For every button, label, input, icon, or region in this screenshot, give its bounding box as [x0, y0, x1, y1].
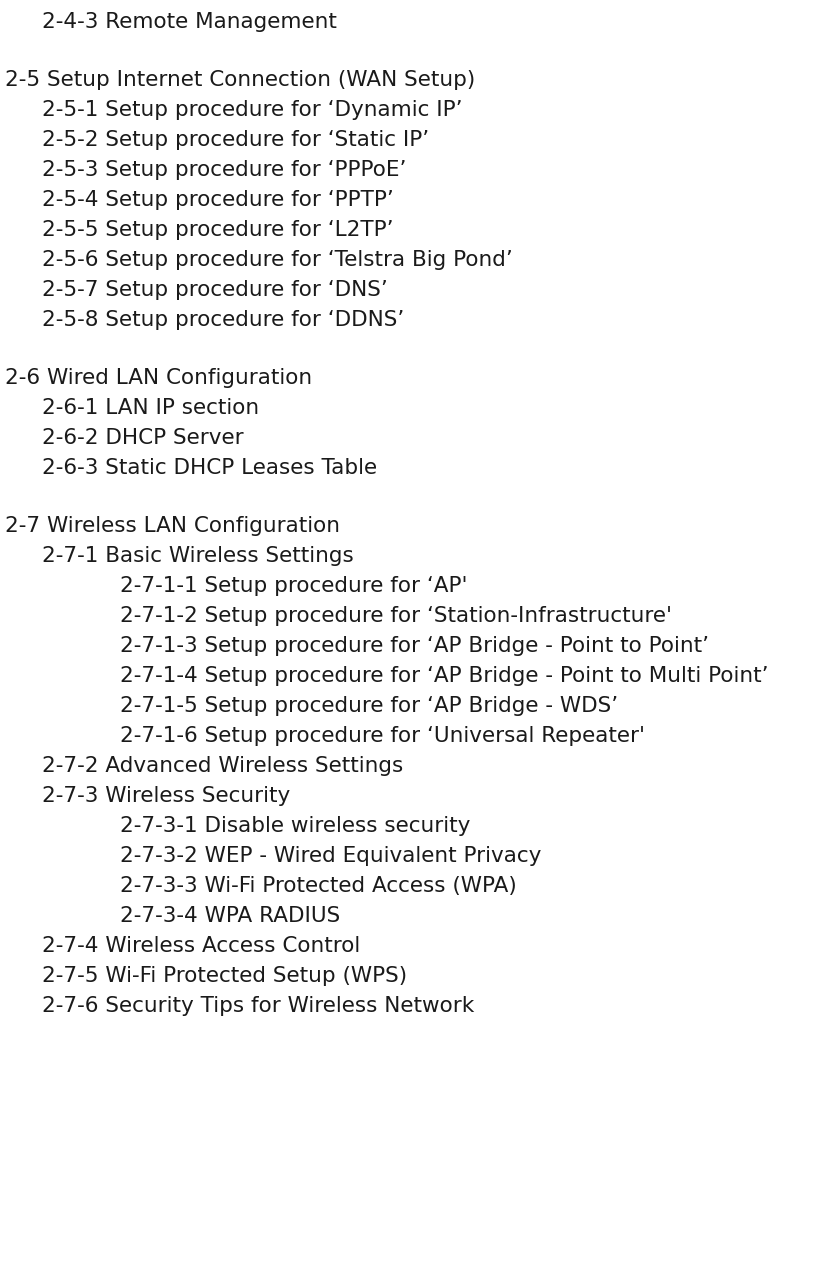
Text: 2-7-1-4 Setup procedure for ‘AP Bridge - Point to Multi Point’: 2-7-1-4 Setup procedure for ‘AP Bridge -… [120, 666, 768, 686]
Text: 2-6 Wired LAN Configuration: 2-6 Wired LAN Configuration [5, 368, 312, 388]
Text: 2-4-3 Remote Management: 2-4-3 Remote Management [42, 13, 336, 32]
Text: 2-7-1-3 Setup procedure for ‘AP Bridge - Point to Point’: 2-7-1-3 Setup procedure for ‘AP Bridge -… [120, 637, 708, 655]
Text: 2-7-1-1 Setup procedure for ‘AP': 2-7-1-1 Setup procedure for ‘AP' [120, 576, 467, 596]
Text: 2-5-4 Setup procedure for ‘PPTP’: 2-5-4 Setup procedure for ‘PPTP’ [42, 189, 393, 210]
Text: 2-7 Wireless LAN Configuration: 2-7 Wireless LAN Configuration [5, 517, 339, 536]
Text: 2-6-3 Static DHCP Leases Table: 2-6-3 Static DHCP Leases Table [42, 458, 377, 477]
Text: 2-5-7 Setup procedure for ‘DNS’: 2-5-7 Setup procedure for ‘DNS’ [42, 280, 388, 301]
Text: 2-7-3-1 Disable wireless security: 2-7-3-1 Disable wireless security [120, 816, 469, 836]
Text: 2-5-3 Setup procedure for ‘PPPoE’: 2-5-3 Setup procedure for ‘PPPoE’ [42, 160, 406, 181]
Text: 2-7-1-2 Setup procedure for ‘Station-Infrastructure': 2-7-1-2 Setup procedure for ‘Station-Inf… [120, 606, 671, 626]
Text: 2-5-5 Setup procedure for ‘L2TP’: 2-5-5 Setup procedure for ‘L2TP’ [42, 220, 393, 240]
Text: 2-7-3-2 WEP - Wired Equivalent Privacy: 2-7-3-2 WEP - Wired Equivalent Privacy [120, 846, 541, 866]
Text: 2-7-3-4 WPA RADIUS: 2-7-3-4 WPA RADIUS [120, 906, 339, 926]
Text: 2-7-2 Advanced Wireless Settings: 2-7-2 Advanced Wireless Settings [42, 757, 402, 775]
Text: 2-7-1-5 Setup procedure for ‘AP Bridge - WDS’: 2-7-1-5 Setup procedure for ‘AP Bridge -… [120, 696, 618, 716]
Text: 2-5-8 Setup procedure for ‘DDNS’: 2-5-8 Setup procedure for ‘DDNS’ [42, 309, 404, 330]
Text: 2-5-1 Setup procedure for ‘Dynamic IP’: 2-5-1 Setup procedure for ‘Dynamic IP’ [42, 100, 462, 120]
Text: 2-7-1 Basic Wireless Settings: 2-7-1 Basic Wireless Settings [42, 546, 354, 566]
Text: 2-7-6 Security Tips for Wireless Network: 2-7-6 Security Tips for Wireless Network [42, 997, 474, 1015]
Text: 2-6-2 DHCP Server: 2-6-2 DHCP Server [42, 428, 243, 448]
Text: 2-6-1 LAN IP section: 2-6-1 LAN IP section [42, 398, 259, 418]
Text: 2-7-5 Wi-Fi Protected Setup (WPS): 2-7-5 Wi-Fi Protected Setup (WPS) [42, 966, 407, 986]
Text: 2-5-6 Setup procedure for ‘Telstra Big Pond’: 2-5-6 Setup procedure for ‘Telstra Big P… [42, 250, 513, 270]
Text: 2-7-1-6 Setup procedure for ‘Universal Repeater': 2-7-1-6 Setup procedure for ‘Universal R… [120, 726, 644, 746]
Text: 2-7-3-3 Wi-Fi Protected Access (WPA): 2-7-3-3 Wi-Fi Protected Access (WPA) [120, 877, 516, 895]
Text: 2-7-3 Wireless Security: 2-7-3 Wireless Security [42, 786, 290, 806]
Text: 2-5-2 Setup procedure for ‘Static IP’: 2-5-2 Setup procedure for ‘Static IP’ [42, 130, 429, 150]
Text: 2-5 Setup Internet Connection (WAN Setup): 2-5 Setup Internet Connection (WAN Setup… [5, 69, 474, 90]
Text: 2-7-4 Wireless Access Control: 2-7-4 Wireless Access Control [42, 936, 360, 956]
